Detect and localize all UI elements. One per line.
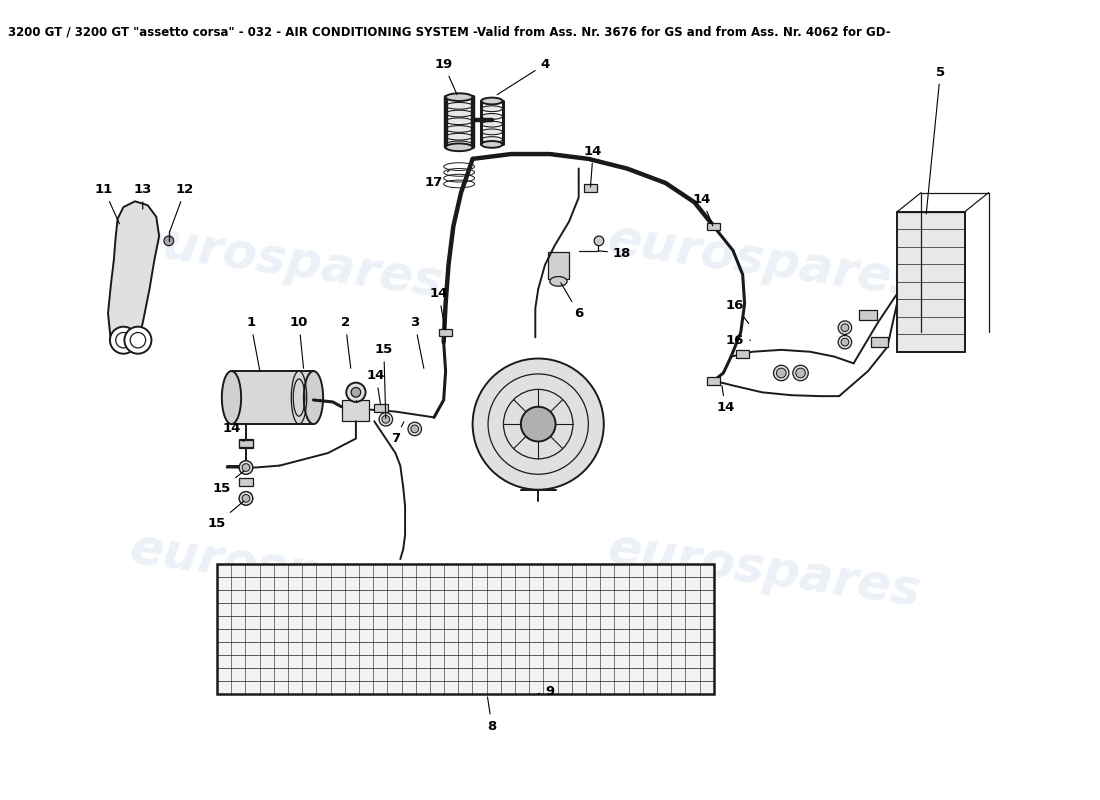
Ellipse shape [304, 371, 323, 424]
Ellipse shape [482, 141, 503, 148]
Circle shape [239, 461, 253, 474]
Bar [707, 222, 721, 230]
Circle shape [382, 415, 389, 423]
Ellipse shape [446, 110, 473, 117]
Bar [239, 439, 253, 448]
Circle shape [842, 324, 849, 331]
Text: 3: 3 [410, 316, 424, 368]
Text: 9: 9 [538, 685, 554, 698]
Text: 5: 5 [926, 66, 945, 214]
Text: eurospares: eurospares [126, 524, 447, 615]
Text: 11: 11 [95, 183, 120, 224]
Text: 10: 10 [289, 316, 308, 368]
Circle shape [130, 333, 145, 348]
Circle shape [242, 494, 250, 502]
Bar [896, 212, 965, 352]
Bar [231, 371, 314, 424]
Circle shape [124, 326, 152, 354]
Ellipse shape [446, 126, 473, 132]
Text: 15: 15 [212, 471, 244, 495]
Bar [374, 404, 387, 411]
Text: 18: 18 [598, 247, 631, 260]
Bar [239, 478, 253, 486]
Text: 8: 8 [487, 697, 496, 733]
Text: 12: 12 [169, 183, 195, 231]
Text: eurospares: eurospares [604, 524, 924, 615]
Circle shape [838, 335, 851, 349]
Ellipse shape [482, 106, 503, 112]
Ellipse shape [446, 143, 473, 151]
Text: 1: 1 [246, 316, 260, 371]
Text: eurospares: eurospares [604, 215, 924, 307]
Text: 14: 14 [584, 145, 603, 187]
Circle shape [239, 492, 253, 505]
Circle shape [116, 333, 131, 348]
Ellipse shape [446, 94, 473, 101]
Ellipse shape [222, 371, 241, 424]
Circle shape [793, 366, 808, 381]
Text: 19: 19 [434, 58, 456, 94]
Bar [342, 400, 370, 422]
Ellipse shape [482, 98, 503, 104]
Text: 14: 14 [222, 422, 244, 442]
Ellipse shape [482, 129, 503, 134]
Ellipse shape [482, 114, 503, 119]
Ellipse shape [446, 118, 473, 125]
Bar [239, 439, 253, 447]
Circle shape [777, 368, 786, 378]
Text: 16: 16 [726, 299, 749, 323]
Bar [707, 377, 721, 385]
Circle shape [351, 387, 361, 397]
Text: 3200 GT / 3200 GT "assetto corsa" - 032 - AIR CONDITIONING SYSTEM -Valid from As: 3200 GT / 3200 GT "assetto corsa" - 032 … [8, 26, 890, 38]
Bar [548, 253, 569, 279]
Text: 13: 13 [133, 183, 152, 209]
Text: 14: 14 [430, 287, 448, 330]
Bar [439, 329, 452, 336]
Circle shape [164, 236, 174, 246]
Text: 6: 6 [561, 282, 583, 320]
Circle shape [408, 422, 421, 436]
Circle shape [594, 236, 604, 246]
Circle shape [773, 366, 789, 381]
Circle shape [242, 464, 250, 471]
Circle shape [239, 492, 253, 505]
Text: 14: 14 [716, 386, 735, 414]
Circle shape [242, 494, 250, 502]
Text: 15: 15 [208, 501, 244, 530]
Text: 2: 2 [341, 316, 351, 368]
Ellipse shape [446, 134, 473, 140]
Text: 14: 14 [693, 193, 713, 226]
Bar [736, 350, 749, 358]
Circle shape [795, 368, 805, 378]
Circle shape [838, 321, 851, 334]
Circle shape [110, 326, 138, 354]
Text: 15: 15 [375, 343, 393, 418]
Bar [871, 337, 889, 347]
Ellipse shape [446, 141, 473, 148]
Text: 7: 7 [390, 422, 404, 445]
Bar [583, 184, 597, 192]
Circle shape [346, 382, 365, 402]
Text: eurospares: eurospares [126, 215, 447, 307]
Ellipse shape [550, 277, 568, 286]
Text: 4: 4 [497, 58, 550, 94]
Circle shape [239, 461, 253, 474]
Text: 16: 16 [726, 334, 750, 346]
Circle shape [242, 464, 250, 471]
Text: 14: 14 [367, 370, 385, 405]
Bar [217, 564, 714, 694]
Ellipse shape [482, 137, 503, 142]
Circle shape [379, 413, 393, 426]
Circle shape [842, 338, 849, 346]
Text: 17: 17 [425, 170, 449, 190]
Ellipse shape [482, 122, 503, 127]
Polygon shape [108, 202, 159, 352]
Circle shape [411, 425, 419, 433]
Circle shape [520, 406, 556, 442]
Circle shape [473, 358, 604, 490]
Ellipse shape [446, 102, 473, 109]
Bar [859, 310, 877, 321]
